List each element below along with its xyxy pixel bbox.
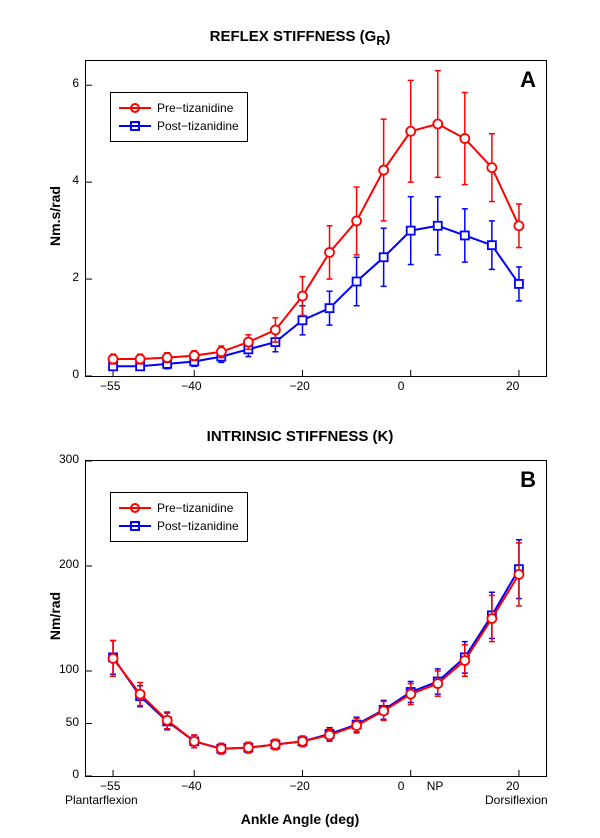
panel-b-letter: B bbox=[520, 467, 536, 493]
legend-swatch-post bbox=[119, 519, 151, 533]
legend-label-pre: Pre−tizanidine bbox=[157, 101, 233, 115]
figure-root: REFLEX STIFFNESS (GR) A Nm.s/rad Pre−tiz… bbox=[0, 0, 600, 838]
xtick-label: 0 bbox=[398, 379, 405, 393]
panel-a-ylabel: Nm.s/rad bbox=[47, 176, 63, 256]
sub-xlabel-plantarflexion: Plantarflexion bbox=[65, 793, 138, 807]
legend-row-post: Post−tizanidine bbox=[119, 517, 239, 535]
ytick-label: 4 bbox=[72, 173, 79, 187]
panel-b-ylabel: Nm/rad bbox=[47, 576, 63, 656]
panel-b-title: INTRINSIC STIFFNESS (K) bbox=[0, 428, 600, 445]
ytick-label: 50 bbox=[66, 715, 79, 729]
panel-a-title: REFLEX STIFFNESS (GR) bbox=[0, 28, 600, 48]
xtick-label: −55 bbox=[100, 379, 120, 393]
ytick-label: 6 bbox=[72, 76, 79, 90]
ytick-label: 300 bbox=[59, 452, 79, 466]
ytick-label: 0 bbox=[72, 367, 79, 381]
legend-label-post: Post−tizanidine bbox=[157, 519, 239, 533]
legend-row-pre: Pre−tizanidine bbox=[119, 499, 239, 517]
panel-b-legend: Pre−tizanidine Post−tizanidine bbox=[110, 492, 248, 542]
xtick-label-np: NP bbox=[427, 779, 444, 793]
xtick-label: −40 bbox=[181, 379, 201, 393]
panel-a-letter: A bbox=[520, 67, 536, 93]
legend-swatch-pre bbox=[119, 501, 151, 515]
ytick-label: 200 bbox=[59, 557, 79, 571]
sub-xlabel-dorsiflexion: Dorsiflexion bbox=[485, 793, 548, 807]
panel-a-legend: Pre−tizanidine Post−tizanidine bbox=[110, 92, 248, 142]
xtick-label: −20 bbox=[289, 779, 309, 793]
ytick-label: 2 bbox=[72, 270, 79, 284]
legend-row-pre: Pre−tizanidine bbox=[119, 99, 239, 117]
ytick-label: 100 bbox=[59, 662, 79, 676]
xtick-label: −55 bbox=[100, 779, 120, 793]
xtick-label: −40 bbox=[181, 779, 201, 793]
xtick-label: 20 bbox=[506, 379, 519, 393]
legend-label-post: Post−tizanidine bbox=[157, 119, 239, 133]
legend-label-pre: Pre−tizanidine bbox=[157, 501, 233, 515]
xtick-label: −20 bbox=[289, 379, 309, 393]
xtick-label: 0 bbox=[398, 779, 405, 793]
legend-swatch-post bbox=[119, 119, 151, 133]
legend-swatch-pre bbox=[119, 101, 151, 115]
panel-b-xlabel: Ankle Angle (deg) bbox=[0, 811, 600, 827]
xtick-label: 20 bbox=[506, 779, 519, 793]
legend-row-post: Post−tizanidine bbox=[119, 117, 239, 135]
ytick-label: 0 bbox=[72, 767, 79, 781]
